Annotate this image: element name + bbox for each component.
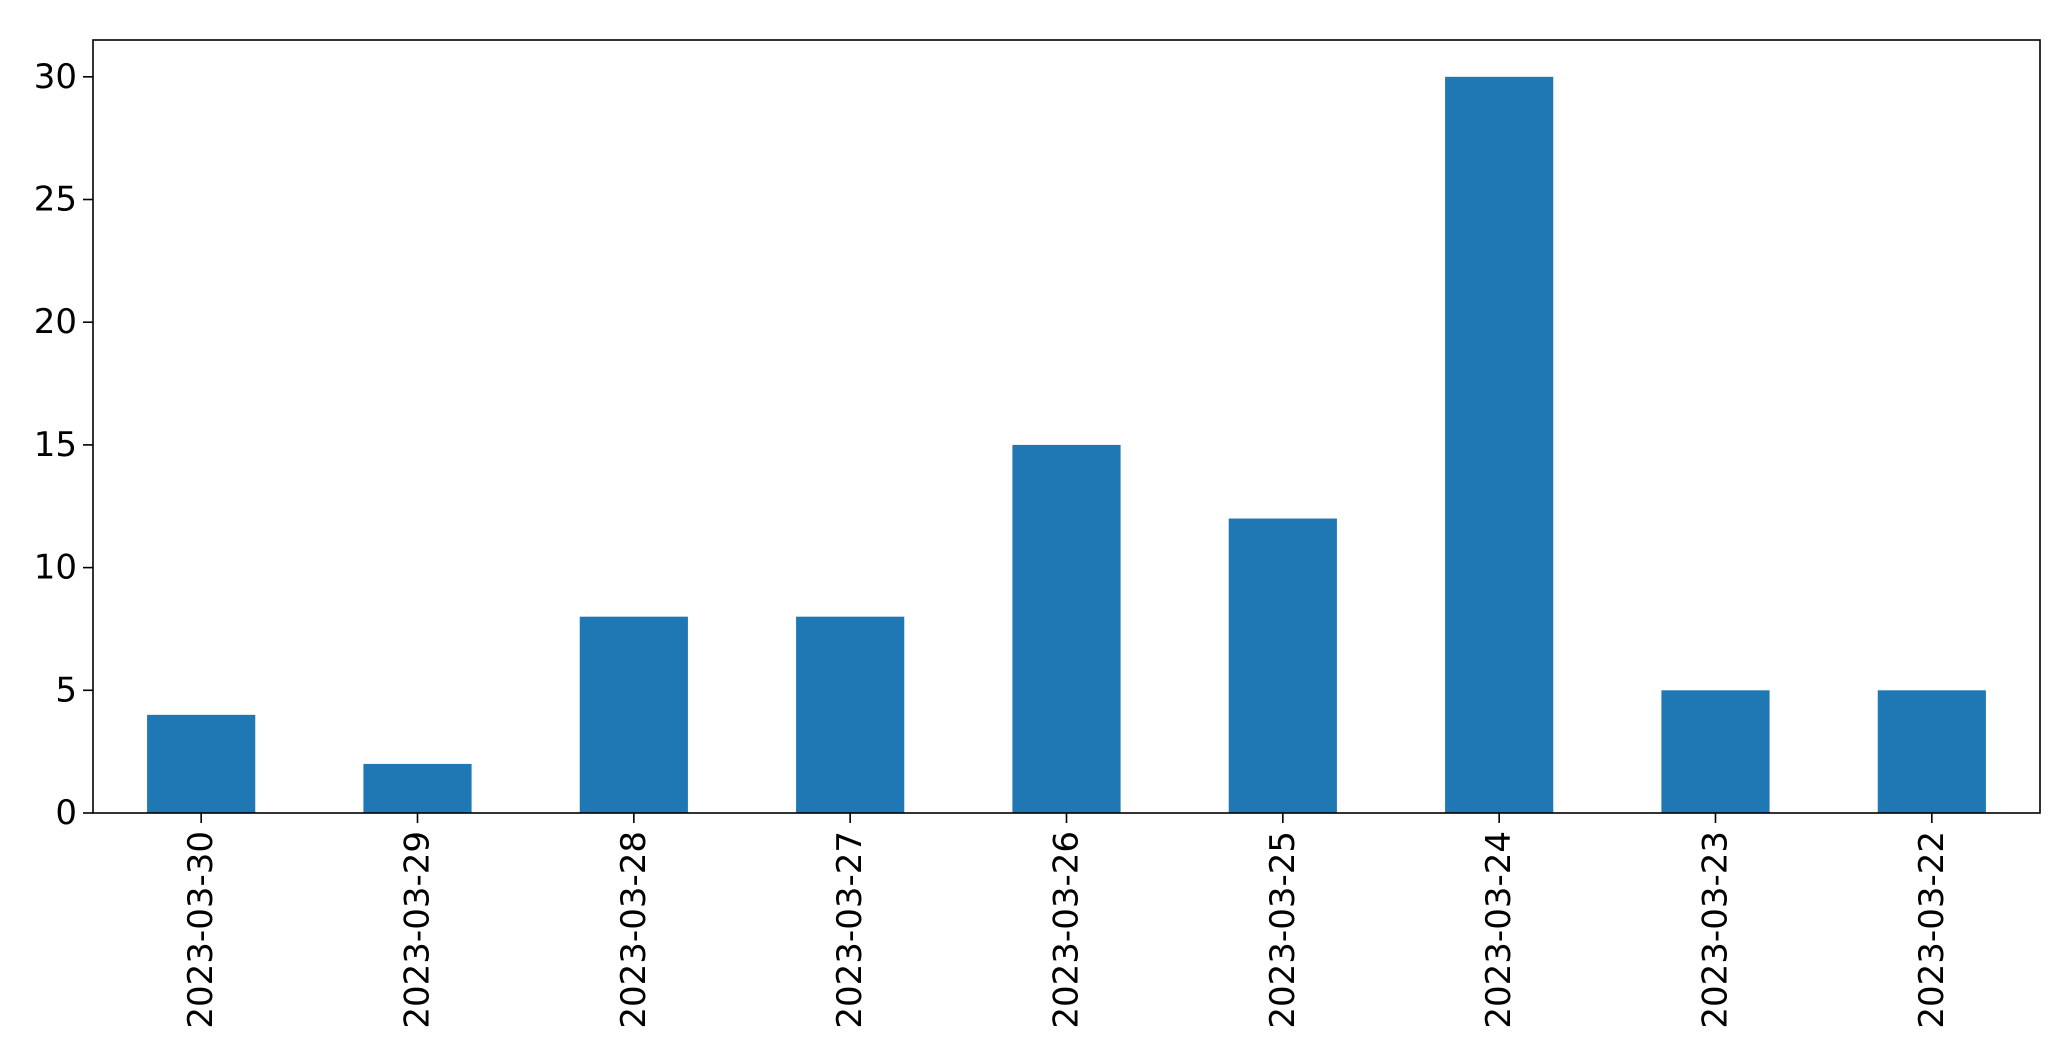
x-tick-label: 2023-03-29: [398, 831, 438, 1029]
x-tick-label: 2023-03-28: [614, 831, 654, 1029]
plot-frame: [92, 39, 2041, 814]
bar-2023-03-28: [579, 616, 688, 813]
bar-2023-03-30: [147, 714, 256, 813]
y-tick-label: 5: [55, 670, 77, 710]
bar-2023-03-29: [363, 763, 472, 813]
bar-2023-03-27: [796, 616, 905, 813]
x-tick-label: 2023-03-24: [1479, 831, 1519, 1029]
bar-2023-03-23: [1661, 690, 1770, 813]
x-tick-label: 2023-03-27: [830, 831, 870, 1029]
x-tick-label: 2023-03-22: [1912, 831, 1952, 1029]
y-tick-label: 0: [55, 793, 77, 833]
bar-2023-03-22: [1877, 690, 1986, 813]
x-tick-label: 2023-03-26: [1047, 831, 1087, 1029]
y-tick-label: 10: [34, 548, 77, 588]
y-axis: 0 5 10 15 20 25 30: [34, 57, 93, 833]
y-tick-label: 25: [34, 180, 77, 220]
x-tick-label: 2023-03-23: [1696, 831, 1736, 1029]
bar-2023-03-24: [1445, 76, 1554, 814]
bar-2023-03-25: [1228, 518, 1337, 813]
x-tick-label: 2023-03-25: [1263, 831, 1303, 1029]
x-tick-label: 2023-03-30: [181, 831, 221, 1029]
bar-2023-03-26: [1012, 444, 1121, 813]
y-tick-label: 30: [34, 57, 77, 97]
y-tick-label: 15: [34, 425, 77, 465]
bar-series: [147, 76, 1986, 814]
x-axis: 2023-03-30 2023-03-29 2023-03-28 2023-03-27…: [181, 813, 1952, 1029]
y-tick-label: 20: [34, 302, 77, 342]
